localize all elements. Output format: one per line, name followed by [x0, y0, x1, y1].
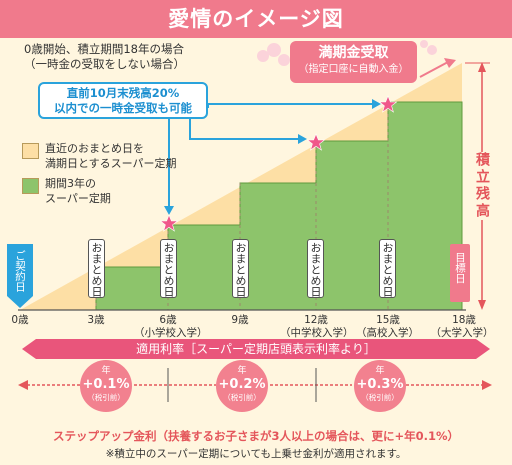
star-12	[306, 133, 326, 151]
rate-value: +0.1%	[82, 377, 130, 392]
maturity-sub: （指定口座に自動入金）	[298, 64, 409, 75]
age-sub-18: （大学入学）	[430, 327, 494, 339]
contract-marker	[7, 244, 33, 308]
omatome-marker-12: おまとめ日	[307, 239, 324, 298]
legend-swatch-super	[22, 178, 39, 194]
contract-label: ご契約日	[14, 250, 26, 292]
step-up-rate-note: ステップアップ金利（扶養するお子さまが3人以上の場合は、更に+年0.1%）	[52, 429, 460, 443]
omatome-marker-15: おまとめ日	[379, 239, 396, 298]
omatome-label: おまとめ日	[381, 242, 394, 297]
footnote: ※積立中のスーパー定期についても上乗せ金利が適用されます。	[105, 448, 407, 460]
rate-nen: 年	[375, 366, 385, 376]
blossom-decoration	[257, 40, 437, 66]
age-sub-6: （小学校入学）	[134, 327, 208, 339]
rate-sub: （税引前）	[361, 393, 399, 402]
legend-label-balance-2: 満期日とするスーパー定期	[45, 157, 177, 170]
star-6	[159, 214, 179, 232]
condition-note: 0歳開始、積立期間18年の場合	[24, 42, 184, 56]
omatome-marker-3: おまとめ日	[88, 239, 105, 298]
omatome-label: おまとめ日	[309, 242, 322, 297]
legend-label-balance: 直近のおまとめ日を	[45, 142, 144, 155]
omatome-label: おまとめ日	[234, 242, 247, 297]
rate-circle-3: 年 +0.3% （税引前）	[354, 360, 406, 412]
omatome-marker-9: おまとめ日	[232, 239, 249, 298]
omatome-marker-6: おまとめ日	[160, 239, 177, 298]
star-15	[378, 95, 398, 113]
maturity-title: 満期金受取	[318, 45, 389, 61]
age-label-6: 6歳	[159, 314, 177, 326]
legend-label-super: 期間3年の	[45, 177, 96, 190]
header-bar	[0, 0, 512, 38]
rate-value: +0.2%	[218, 377, 266, 392]
age-sub-15: （高校入学）	[356, 327, 419, 339]
condition-note-sub: （一時金の受取をしない場合）	[24, 57, 185, 71]
maturity-box: 満期金受取 （指定口座に自動入金）	[290, 41, 417, 83]
callout-line1: 直前10月末残高20%	[66, 86, 180, 100]
lump-sum-callout: 直前10月末残高20% 以内での一時金受取も可能	[38, 82, 208, 119]
withdrawal-stars	[159, 95, 398, 232]
age-label-9: 9歳	[231, 314, 249, 326]
rate-nen: 年	[101, 366, 111, 376]
age-label-18: 18歳	[452, 314, 476, 326]
legend-swatch-balance	[22, 143, 39, 159]
age-label-3: 3歳	[87, 314, 105, 326]
rate-value: +0.3%	[356, 377, 404, 392]
diagram-title: 愛情のイメージ図	[168, 7, 344, 31]
rate-circle-2: 年 +0.2% （税引前）	[216, 360, 268, 412]
omatome-label: おまとめ日	[162, 242, 175, 297]
age-label-15: 15歳	[376, 314, 400, 326]
rate-sub: （税引前）	[87, 393, 125, 402]
rate-bar-label: 適用利率［スーパー定期店頭表示利率より］	[136, 342, 376, 356]
age-label-0: 0歳	[11, 314, 29, 326]
omatome-label: おまとめ日	[90, 242, 103, 297]
rate-circle-1: 年 +0.1% （税引前）	[80, 360, 132, 412]
rate-nen: 年	[237, 366, 247, 376]
goal-label: 目標日	[454, 252, 466, 284]
balance-side-label: 積立残高	[472, 152, 492, 220]
goal-marker	[450, 244, 470, 302]
legend-label-super-2: スーパー定期	[45, 192, 111, 205]
rate-sub: （税引前）	[223, 393, 261, 402]
callout-arrows	[168, 103, 374, 208]
age-sub-12: （中学校入学）	[280, 327, 354, 339]
callout-line2: 以内での一時金受取も可能	[54, 101, 192, 115]
age-label-12: 12歳	[304, 314, 328, 326]
